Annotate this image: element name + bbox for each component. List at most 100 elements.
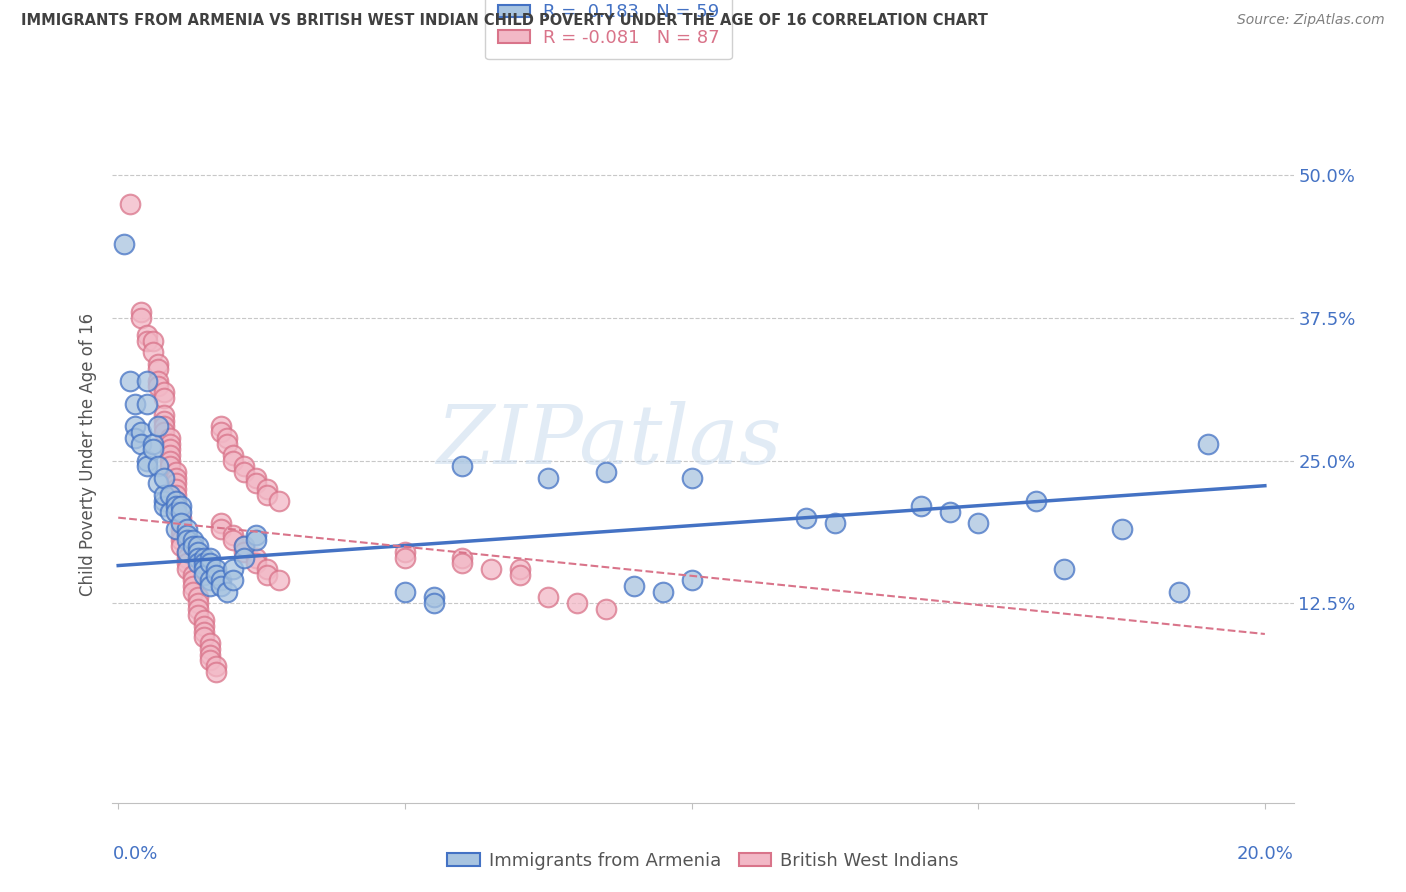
Text: 20.0%: 20.0% bbox=[1237, 845, 1294, 863]
Point bbox=[153, 408, 176, 422]
Point bbox=[170, 516, 193, 531]
Point bbox=[204, 562, 226, 576]
Point bbox=[1167, 584, 1189, 599]
Point bbox=[153, 385, 176, 400]
Point bbox=[245, 528, 267, 542]
Point bbox=[187, 550, 209, 565]
Point bbox=[165, 488, 187, 502]
Point bbox=[1197, 436, 1219, 450]
Point bbox=[245, 476, 267, 491]
Point bbox=[165, 500, 187, 514]
Point bbox=[198, 579, 221, 593]
Point bbox=[187, 607, 209, 622]
Point bbox=[204, 665, 226, 679]
Point bbox=[159, 453, 181, 467]
Point bbox=[148, 362, 170, 376]
Point bbox=[176, 545, 198, 559]
Point bbox=[209, 522, 232, 536]
Point bbox=[394, 584, 416, 599]
Point bbox=[256, 488, 278, 502]
Point bbox=[198, 636, 221, 650]
Point bbox=[165, 482, 187, 496]
Point bbox=[176, 528, 198, 542]
Legend: Immigrants from Armenia, British West Indians: Immigrants from Armenia, British West In… bbox=[440, 845, 966, 877]
Point bbox=[794, 510, 817, 524]
Point bbox=[198, 550, 221, 565]
Point bbox=[198, 648, 221, 662]
Point bbox=[148, 374, 170, 388]
Point bbox=[938, 505, 960, 519]
Point bbox=[159, 431, 181, 445]
Point bbox=[170, 500, 193, 514]
Point bbox=[209, 579, 232, 593]
Point bbox=[422, 596, 444, 610]
Point bbox=[193, 631, 215, 645]
Point bbox=[623, 579, 645, 593]
Point bbox=[170, 516, 193, 531]
Point bbox=[222, 562, 245, 576]
Point bbox=[245, 471, 267, 485]
Point bbox=[233, 550, 256, 565]
Point bbox=[124, 396, 146, 410]
Y-axis label: Child Poverty Under the Age of 16: Child Poverty Under the Age of 16 bbox=[79, 313, 97, 597]
Point bbox=[222, 533, 245, 548]
Point bbox=[209, 419, 232, 434]
Point bbox=[153, 414, 176, 428]
Point bbox=[170, 505, 193, 519]
Point bbox=[204, 567, 226, 582]
Point bbox=[170, 510, 193, 524]
Point bbox=[422, 591, 444, 605]
Point bbox=[245, 556, 267, 570]
Point bbox=[135, 334, 157, 348]
Point bbox=[176, 533, 198, 548]
Point bbox=[165, 493, 187, 508]
Text: 0.0%: 0.0% bbox=[112, 845, 157, 863]
Point bbox=[181, 567, 204, 582]
Point bbox=[451, 550, 474, 565]
Point bbox=[153, 471, 176, 485]
Point bbox=[148, 476, 170, 491]
Point bbox=[245, 550, 267, 565]
Point bbox=[233, 465, 256, 479]
Point bbox=[118, 374, 141, 388]
Point bbox=[1025, 493, 1047, 508]
Point bbox=[148, 459, 170, 474]
Point bbox=[165, 471, 187, 485]
Point bbox=[170, 533, 193, 548]
Point bbox=[176, 545, 198, 559]
Point bbox=[135, 328, 157, 343]
Point bbox=[153, 488, 176, 502]
Point bbox=[129, 436, 152, 450]
Point bbox=[159, 448, 181, 462]
Point bbox=[222, 528, 245, 542]
Point bbox=[129, 305, 152, 319]
Point bbox=[198, 653, 221, 667]
Point bbox=[153, 493, 176, 508]
Point bbox=[222, 448, 245, 462]
Point bbox=[198, 556, 221, 570]
Point bbox=[129, 311, 152, 326]
Point bbox=[159, 436, 181, 450]
Point bbox=[537, 471, 560, 485]
Point bbox=[142, 334, 165, 348]
Point bbox=[209, 574, 232, 588]
Point bbox=[267, 574, 290, 588]
Point bbox=[204, 659, 226, 673]
Point bbox=[153, 419, 176, 434]
Point bbox=[451, 556, 474, 570]
Point bbox=[142, 436, 165, 450]
Point bbox=[159, 505, 181, 519]
Point bbox=[681, 471, 703, 485]
Point bbox=[267, 493, 290, 508]
Point bbox=[651, 584, 673, 599]
Point bbox=[193, 562, 215, 576]
Point bbox=[170, 528, 193, 542]
Point bbox=[595, 465, 617, 479]
Point bbox=[176, 556, 198, 570]
Point bbox=[824, 516, 846, 531]
Point bbox=[124, 431, 146, 445]
Point bbox=[479, 562, 502, 576]
Point bbox=[135, 374, 157, 388]
Point bbox=[142, 442, 165, 457]
Point bbox=[170, 539, 193, 553]
